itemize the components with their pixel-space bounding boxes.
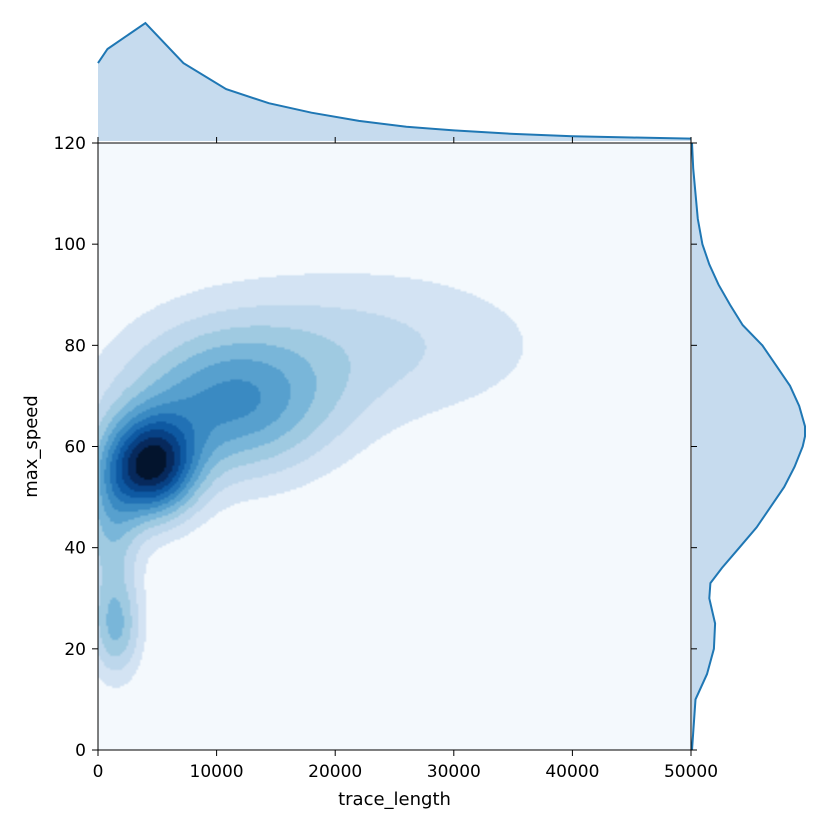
x-tick-label: 20000 xyxy=(308,762,362,782)
y-tick-label: 100 xyxy=(54,235,86,255)
y-tick-label: 60 xyxy=(64,438,86,458)
y-tick-label: 80 xyxy=(64,336,86,356)
marginal-y-plot xyxy=(691,142,806,751)
y-tick-label: 20 xyxy=(64,640,86,660)
x-tick-label: 40000 xyxy=(545,762,599,782)
kde-density-contours xyxy=(98,143,691,750)
y-tick-label: 120 xyxy=(54,134,86,154)
marginal-x-fill xyxy=(98,23,691,141)
joint-plot-area: 0 10000 20000 30000 40000 50000 0 20 40 60 80 100 1… xyxy=(54,134,719,782)
x-tick-label: 0 xyxy=(93,762,104,782)
marginal-y-line xyxy=(691,142,806,751)
x-axis-label: trace_length xyxy=(338,789,451,810)
x-axis-ticks: 0 10000 20000 30000 40000 50000 xyxy=(93,137,718,782)
x-tick-label: 30000 xyxy=(427,762,481,782)
x-tick-label: 50000 xyxy=(664,762,718,782)
y-axis-label: max_speed xyxy=(21,395,42,498)
y-axis-ticks: 0 20 40 60 80 100 120 xyxy=(54,134,697,761)
marginal-x-line xyxy=(97,21,692,140)
marginal-y-fill xyxy=(692,143,805,750)
x-tick-label: 10000 xyxy=(190,762,244,782)
y-tick-label: 0 xyxy=(75,741,86,761)
y-tick-label: 40 xyxy=(64,539,86,559)
marginal-x-plot xyxy=(97,21,692,141)
